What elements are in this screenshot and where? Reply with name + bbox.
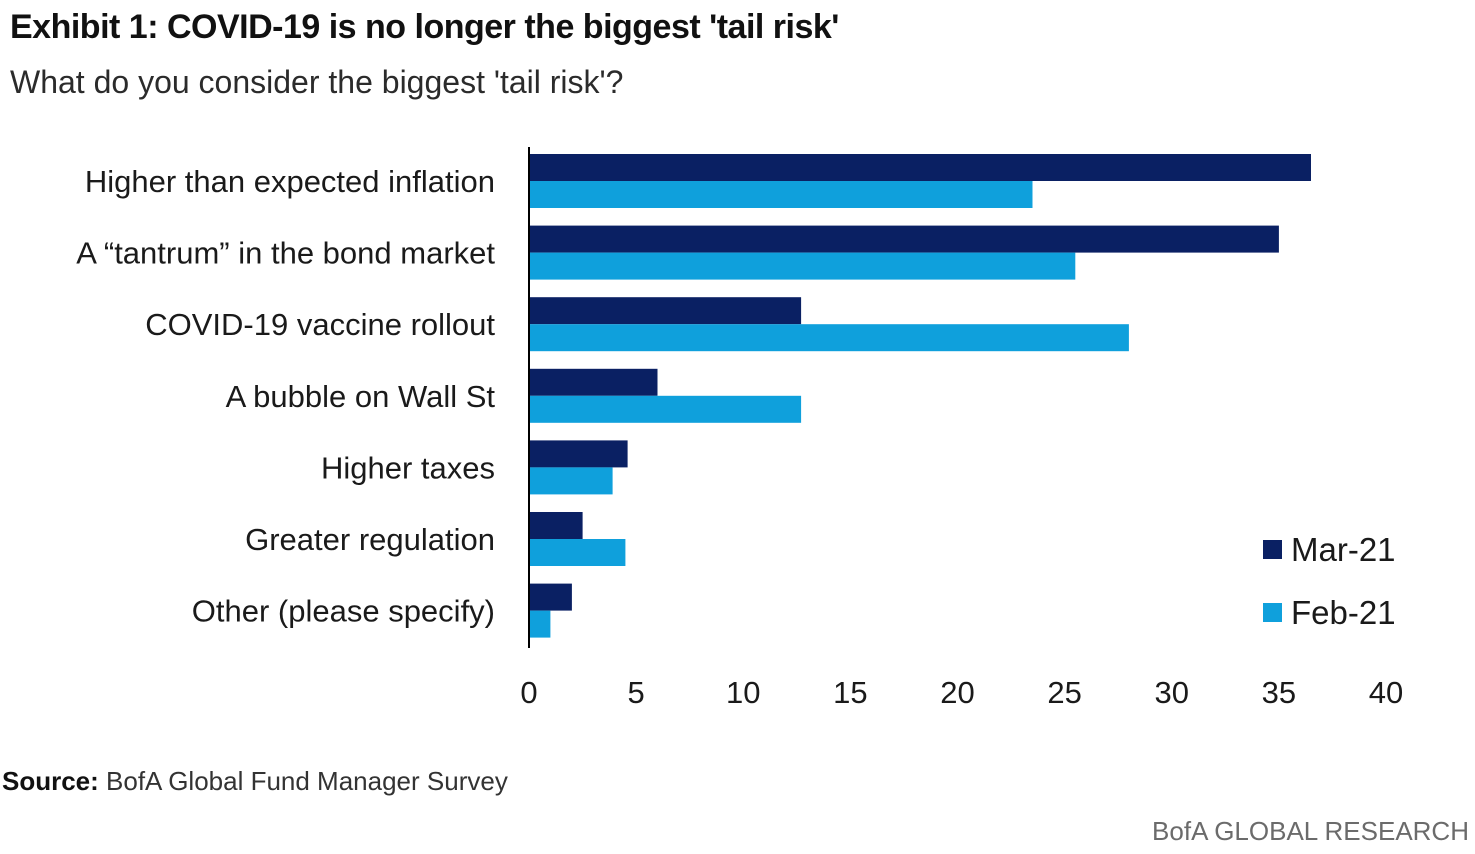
- category-label: Other (please specify): [192, 594, 495, 629]
- category-label: Higher than expected inflation: [85, 164, 495, 199]
- bar-mar-21-4: [529, 368, 658, 396]
- bar-feb-21-4: [529, 395, 802, 423]
- bar-mar-21-6: [529, 512, 583, 539]
- bar-feb-21-6: [529, 539, 626, 566]
- bar-mar-21-3: [529, 297, 802, 325]
- x-tick-label: 25: [1047, 675, 1081, 710]
- bar-feb-21-1: [529, 181, 1033, 208]
- x-tick-label: 10: [726, 675, 760, 710]
- legend-swatch-mar-21: [1263, 540, 1282, 559]
- brand-footer: BofA GLOBAL RESEARCH: [1152, 816, 1469, 846]
- x-tick-label: 40: [1369, 675, 1403, 710]
- bar-feb-21-5: [529, 467, 613, 495]
- x-tick-label: 15: [833, 675, 867, 710]
- legend: Mar-21 Feb-21: [1263, 531, 1396, 631]
- bar-chart: Higher than expected inflation A “tantrum…: [76, 147, 1403, 710]
- x-tick-label: 20: [940, 675, 974, 710]
- source-note: Source: BofA Global Fund Manager Survey: [2, 766, 508, 797]
- x-tick-label: 30: [1155, 675, 1189, 710]
- bar-mar-21-1: [529, 154, 1311, 181]
- x-axis-ticks: 0 5 10 15 20 25 30 35 40: [520, 675, 1403, 710]
- category-labels: Higher than expected inflation A “tantrum…: [76, 164, 495, 629]
- chart-subtitle: What do you consider the biggest 'tail r…: [10, 64, 624, 100]
- bar-mar-21-7: [529, 583, 572, 611]
- bar-mar-21-2: [529, 225, 1279, 253]
- category-label: Greater regulation: [245, 522, 495, 557]
- x-tick-label: 5: [627, 675, 644, 710]
- bars-layer: [529, 154, 1311, 638]
- legend-swatch-feb-21: [1263, 603, 1282, 622]
- x-tick-label: 35: [1262, 675, 1296, 710]
- bar-feb-21-3: [529, 324, 1129, 352]
- category-label: COVID-19 vaccine rollout: [145, 307, 495, 342]
- source-label: Source:: [2, 766, 99, 796]
- category-label: A “tantrum” in the bond market: [76, 236, 495, 271]
- x-tick-label: 0: [520, 675, 537, 710]
- category-label: Higher taxes: [321, 450, 495, 485]
- category-label: A bubble on Wall St: [226, 379, 496, 414]
- source-text: BofA Global Fund Manager Survey: [98, 766, 508, 796]
- bar-mar-21-5: [529, 440, 628, 468]
- bar-feb-21-2: [529, 252, 1076, 280]
- chart-title: Exhibit 1: COVID-19 is no longer the big…: [10, 8, 839, 46]
- legend-label-feb-21: Feb-21: [1291, 594, 1396, 631]
- legend-label-mar-21: Mar-21: [1291, 531, 1396, 568]
- bar-feb-21-7: [529, 610, 551, 638]
